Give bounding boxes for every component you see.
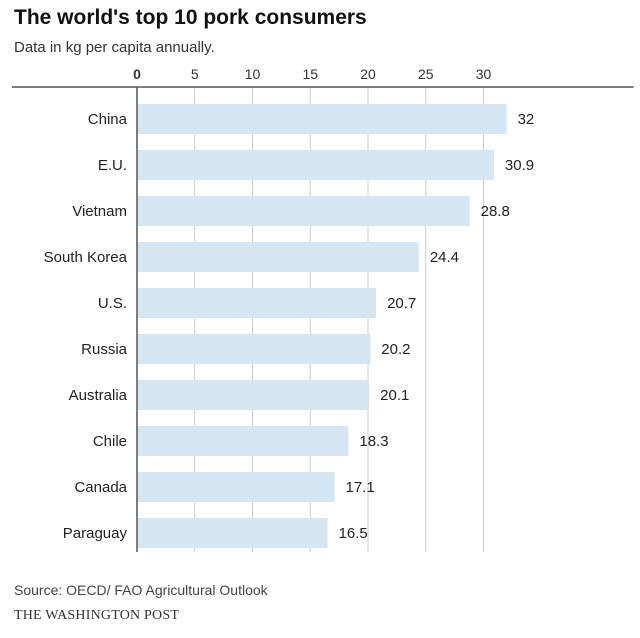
- bar-chart: 0 5 10 15 20 25 30 China 32 E.U. 30.9 Vietnam 28.8 So…: [12, 66, 634, 552]
- bar: [137, 242, 419, 272]
- x-tick-label: 30: [476, 66, 492, 82]
- category-label: U.S.: [98, 295, 127, 312]
- chart-subtitle: Data in kg per capita annually.: [14, 39, 215, 56]
- category-label: China: [88, 111, 128, 128]
- bar: [137, 196, 470, 226]
- value-label: 16.5: [339, 525, 368, 542]
- bar: [137, 288, 377, 318]
- x-tick-label: 10: [245, 66, 261, 82]
- bar: [137, 518, 328, 548]
- x-tick-label: 0: [133, 66, 141, 82]
- value-label: 20.1: [380, 387, 409, 404]
- bar: [137, 150, 494, 180]
- category-label: Australia: [69, 387, 128, 404]
- x-tick-label: 20: [360, 66, 376, 82]
- value-label: 20.2: [381, 341, 410, 358]
- category-label: E.U.: [98, 157, 127, 174]
- bar: [137, 472, 335, 502]
- x-tick-label: 5: [191, 66, 199, 82]
- bar: [137, 380, 370, 410]
- category-label: Russia: [81, 341, 128, 358]
- bar: [137, 104, 507, 134]
- value-label: 30.9: [505, 157, 534, 174]
- category-label: Vietnam: [72, 203, 127, 220]
- source-note: Source: OECD/ FAO Agricultural Outlook: [14, 582, 268, 598]
- category-label: Chile: [93, 433, 127, 450]
- category-label: Canada: [74, 479, 127, 496]
- value-label: 28.8: [481, 203, 510, 220]
- chart-title: The world's top 10 pork consumers: [14, 6, 367, 29]
- bar: [137, 334, 371, 364]
- value-label: 32: [518, 111, 535, 128]
- value-label: 24.4: [430, 249, 459, 266]
- value-label: 17.1: [346, 479, 375, 496]
- value-label: 20.7: [387, 295, 416, 312]
- value-label: 18.3: [359, 433, 388, 450]
- category-label: South Korea: [44, 249, 128, 266]
- x-tick-label: 15: [302, 66, 318, 82]
- x-tick-label: 25: [418, 66, 434, 82]
- category-label: Paraguay: [63, 525, 128, 542]
- publisher-credit: THE WASHINGTON POST: [14, 608, 180, 623]
- bar: [137, 426, 349, 456]
